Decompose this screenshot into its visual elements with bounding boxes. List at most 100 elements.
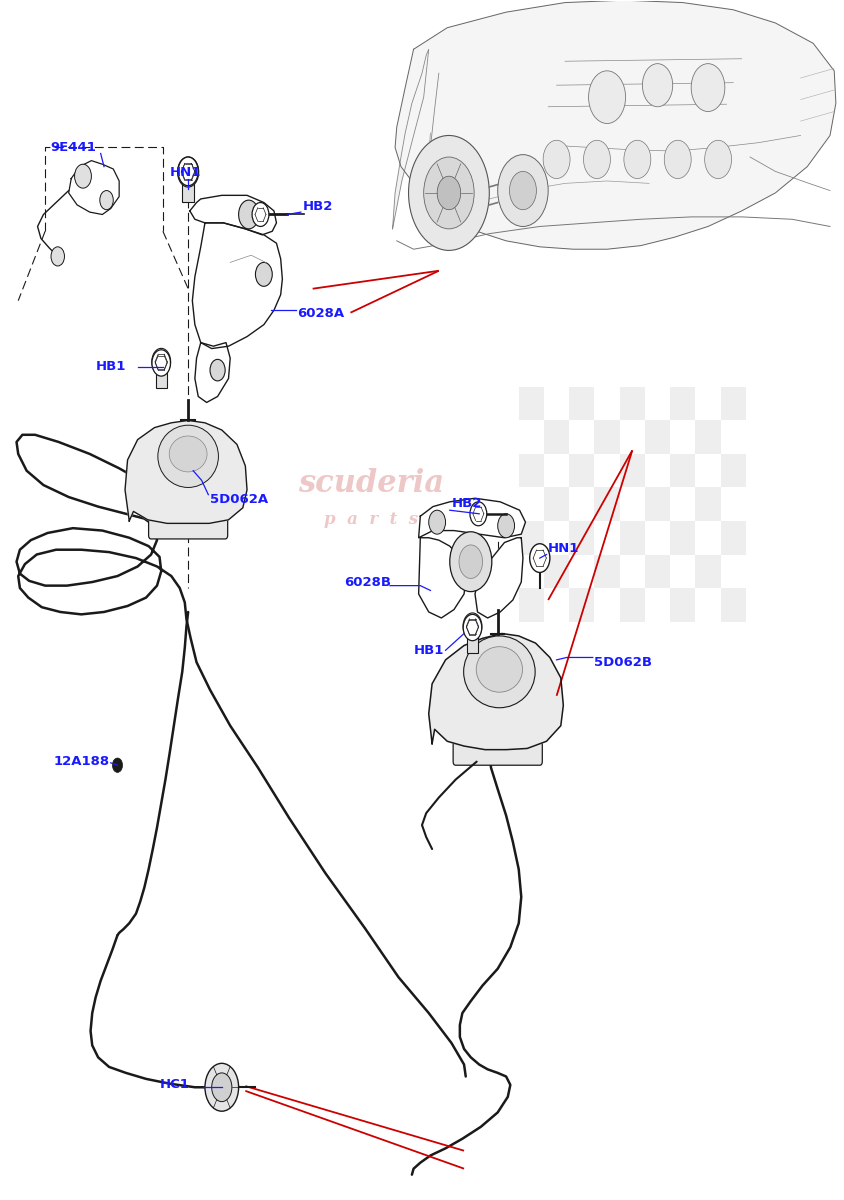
Polygon shape [475, 538, 523, 618]
Bar [519, 386, 544, 420]
Text: 5D062A: 5D062A [210, 493, 268, 506]
Circle shape [252, 203, 269, 227]
Text: scuderia: scuderia [299, 468, 445, 499]
Bar [594, 554, 619, 588]
Text: 6028B: 6028B [344, 576, 392, 589]
Bar [619, 454, 645, 487]
Polygon shape [429, 634, 563, 750]
Circle shape [437, 176, 461, 210]
Circle shape [583, 140, 610, 179]
Bar [569, 521, 594, 554]
Bar [519, 588, 544, 622]
Circle shape [152, 348, 170, 376]
Bar [670, 521, 695, 554]
Bar [670, 454, 695, 487]
Text: HB2: HB2 [452, 497, 482, 510]
Circle shape [463, 613, 482, 640]
Polygon shape [125, 420, 247, 523]
Bar [619, 386, 645, 420]
Circle shape [178, 157, 198, 186]
Circle shape [459, 545, 483, 578]
Text: 5D062B: 5D062B [594, 656, 652, 668]
Bar [519, 454, 544, 487]
Text: HC1: HC1 [160, 1079, 189, 1092]
Circle shape [408, 136, 490, 251]
Bar [569, 454, 594, 487]
Polygon shape [192, 223, 283, 348]
Circle shape [239, 200, 259, 229]
Text: p  a  r  t  s: p a r t s [324, 511, 419, 528]
Circle shape [498, 155, 549, 227]
Polygon shape [395, 0, 836, 250]
Circle shape [510, 172, 537, 210]
Circle shape [424, 157, 474, 229]
Bar [721, 521, 746, 554]
Circle shape [100, 191, 113, 210]
Circle shape [470, 502, 487, 526]
Polygon shape [392, 49, 429, 229]
Circle shape [205, 1063, 239, 1111]
Bar [569, 588, 594, 622]
Circle shape [544, 140, 570, 179]
Circle shape [450, 532, 492, 592]
Bar [156, 361, 166, 388]
Polygon shape [190, 196, 277, 235]
Bar [670, 588, 695, 622]
Bar [544, 554, 569, 588]
Circle shape [530, 544, 549, 572]
Circle shape [152, 349, 170, 376]
Polygon shape [68, 161, 119, 215]
Circle shape [624, 140, 651, 179]
Bar [695, 554, 721, 588]
Text: HN1: HN1 [170, 166, 201, 179]
FancyBboxPatch shape [453, 742, 543, 766]
FancyBboxPatch shape [149, 517, 228, 539]
Text: 9E441: 9E441 [50, 142, 96, 154]
Bar [594, 420, 619, 454]
Text: HN1: HN1 [549, 542, 580, 556]
Bar [695, 487, 721, 521]
Text: HB1: HB1 [414, 644, 444, 656]
Bar [721, 454, 746, 487]
Bar [467, 626, 478, 653]
Bar [670, 386, 695, 420]
Text: 6028A: 6028A [297, 307, 344, 320]
Circle shape [74, 164, 91, 188]
Bar [594, 487, 619, 521]
Circle shape [691, 64, 725, 112]
Circle shape [256, 263, 273, 287]
Circle shape [210, 359, 225, 380]
Bar [695, 420, 721, 454]
Bar [569, 386, 594, 420]
Bar [721, 386, 746, 420]
Circle shape [463, 614, 482, 641]
Ellipse shape [463, 636, 535, 708]
Circle shape [177, 157, 198, 187]
Circle shape [642, 64, 673, 107]
Polygon shape [419, 498, 526, 538]
Polygon shape [195, 342, 230, 402]
Circle shape [705, 140, 732, 179]
Bar [619, 588, 645, 622]
Polygon shape [419, 538, 467, 618]
Circle shape [112, 758, 122, 773]
Circle shape [212, 1073, 232, 1102]
Circle shape [51, 247, 64, 266]
Bar [619, 521, 645, 554]
Text: HB2: HB2 [302, 199, 333, 212]
Ellipse shape [158, 425, 219, 487]
Circle shape [664, 140, 691, 179]
Bar [544, 420, 569, 454]
Bar [721, 588, 746, 622]
Text: 12A188: 12A188 [53, 755, 110, 768]
Bar [645, 487, 670, 521]
Bar [645, 554, 670, 588]
Bar [544, 487, 569, 521]
Bar [182, 172, 194, 202]
Bar [645, 420, 670, 454]
Text: HB1: HB1 [95, 360, 126, 373]
Bar [519, 521, 544, 554]
Ellipse shape [169, 436, 207, 472]
Circle shape [588, 71, 625, 124]
Ellipse shape [476, 647, 522, 692]
